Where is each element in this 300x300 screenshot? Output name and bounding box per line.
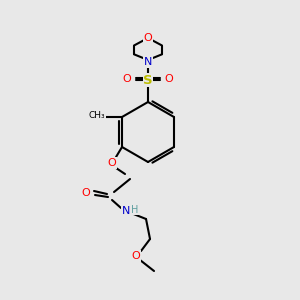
Text: O: O: [132, 251, 140, 261]
Text: O: O: [82, 188, 90, 198]
Text: O: O: [108, 158, 116, 168]
Text: H: H: [131, 205, 139, 215]
Text: O: O: [144, 33, 152, 43]
Text: CH₃: CH₃: [89, 112, 105, 121]
Text: N: N: [122, 206, 130, 216]
Text: S: S: [143, 74, 153, 86]
Text: N: N: [144, 57, 152, 67]
Text: O: O: [123, 74, 131, 84]
Text: O: O: [165, 74, 173, 84]
